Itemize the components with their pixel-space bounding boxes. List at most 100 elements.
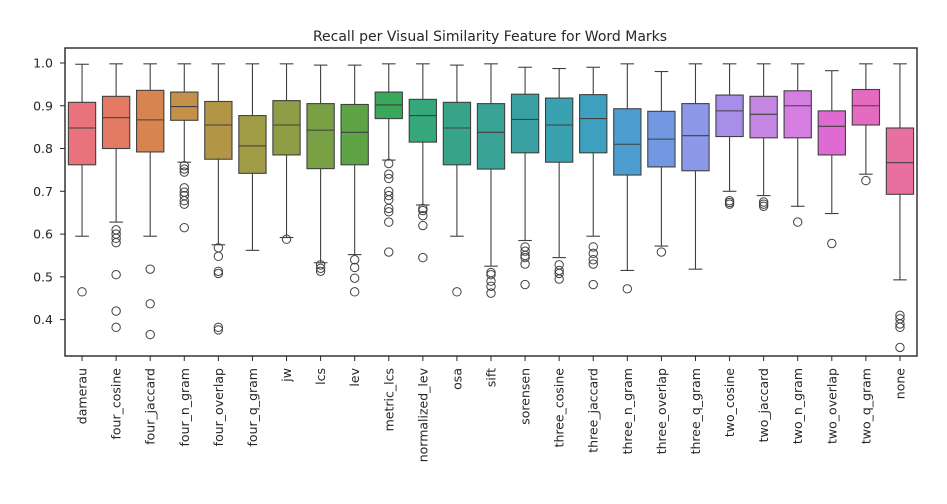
y-tick-label: 0.5: [33, 269, 53, 284]
x-tick-label: two_n_gram: [790, 368, 805, 444]
outlier-point: [384, 247, 394, 257]
outlier-point: [384, 207, 394, 217]
box-four_n_gram: [170, 63, 199, 233]
x-tick-label: four_n_gram: [177, 368, 192, 446]
x-tick-label: two_overlap: [824, 368, 839, 444]
outlier-point: [588, 279, 598, 290]
outlier-point: [758, 199, 769, 209]
box-lcs: [306, 64, 335, 276]
x-tick-label: four_jaccard: [143, 368, 158, 445]
outlier-point: [486, 270, 496, 280]
outlier-point: [384, 217, 394, 227]
box-iqr: [442, 101, 472, 166]
outlier-point: [895, 319, 905, 329]
outlier-point: [588, 255, 598, 265]
outlier-point: [111, 233, 121, 244]
box-four_overlap: [204, 63, 233, 335]
box-iqr: [272, 100, 301, 156]
x-tick-label: two_jaccard: [756, 368, 771, 442]
outlier-point: [418, 210, 428, 221]
y-tick-label: 0.8: [33, 141, 53, 156]
outlier-point: [554, 268, 564, 279]
x-tick-label: three_n_gram: [620, 368, 635, 454]
outlier-point: [793, 217, 803, 227]
box-metric_lcs: [374, 63, 403, 257]
x-tick-label: jw: [279, 368, 294, 383]
x-tick-label: none: [892, 368, 907, 399]
outlier-point: [622, 284, 633, 294]
box-iqr: [476, 103, 506, 170]
outlier-point: [179, 183, 189, 193]
outlier-point: [213, 322, 224, 333]
box-two_jaccard: [749, 63, 778, 211]
outlier-point: [520, 279, 530, 290]
box-two_overlap: [817, 70, 846, 249]
outlier-point: [315, 260, 326, 270]
outlier-point: [520, 246, 530, 256]
box-iqr: [101, 95, 131, 150]
y-tick-label: 1.0: [33, 55, 53, 70]
outlier-point: [315, 266, 326, 276]
outlier-point: [111, 270, 121, 280]
outlier-point: [486, 288, 496, 298]
outlier-point: [588, 259, 598, 269]
box-iqr: [340, 103, 369, 166]
outlier-point: [384, 173, 394, 184]
outlier-point: [179, 167, 189, 177]
box-two_n_gram: [783, 63, 812, 227]
x-tick-label: two_q_gram: [858, 368, 873, 444]
box-iqr: [749, 95, 778, 139]
outlier-point: [520, 259, 530, 269]
outlier-point: [179, 160, 189, 171]
outlier-point: [895, 342, 905, 353]
outlier-point: [145, 264, 155, 274]
outlier-point: [145, 299, 155, 309]
box-sift: [476, 63, 506, 298]
box-lev: [340, 64, 369, 297]
box-two_q_gram: [851, 63, 881, 186]
x-tick-label: four_q_gram: [245, 368, 260, 446]
x-tick-label: normalized_lev: [415, 367, 430, 462]
box-iqr: [715, 94, 744, 138]
outlier-point: [77, 287, 87, 297]
outlier-point: [349, 273, 360, 283]
box-damerau: [67, 63, 97, 297]
outlier-point: [452, 287, 462, 297]
x-tick-label: four_cosine: [109, 368, 124, 440]
plot-area: [67, 63, 915, 353]
box-iqr: [306, 103, 335, 170]
x-tick-label: damerau: [75, 368, 90, 424]
box-two_cosine: [715, 63, 744, 209]
box-iqr: [851, 88, 881, 126]
outlier-point: [145, 329, 155, 340]
outlier-point: [213, 325, 224, 335]
box-four_cosine: [101, 63, 131, 333]
outlier-point: [486, 267, 496, 278]
x-tick-label: lcs: [313, 368, 328, 385]
outlier-point: [486, 281, 496, 291]
box-iqr: [544, 97, 574, 163]
box-iqr: [783, 90, 812, 139]
x-tick-label: three_overlap: [654, 368, 669, 454]
outlier-point: [213, 266, 224, 276]
outlier-point: [384, 169, 394, 179]
outlier-point: [179, 222, 189, 233]
outlier-point: [861, 175, 871, 186]
outlier-point: [724, 199, 735, 209]
x-tick-label: three_cosine: [552, 368, 567, 448]
box-iqr: [885, 127, 915, 195]
outlier-point: [758, 201, 769, 211]
outlier-point: [179, 196, 189, 206]
box-iqr: [681, 103, 710, 172]
x-tick-label: sift: [484, 368, 499, 387]
outlier-point: [111, 322, 121, 333]
outlier-point: [418, 220, 428, 231]
outlier-point: [895, 322, 905, 333]
x-tick-label: lev: [347, 367, 362, 386]
outlier-point: [384, 203, 394, 214]
outlier-point: [179, 164, 189, 174]
outlier-point: [520, 252, 530, 263]
plot-frame: [64, 47, 918, 357]
x-axis: damerau four_cosine four_jaccard four_n_gra…: [75, 356, 907, 462]
